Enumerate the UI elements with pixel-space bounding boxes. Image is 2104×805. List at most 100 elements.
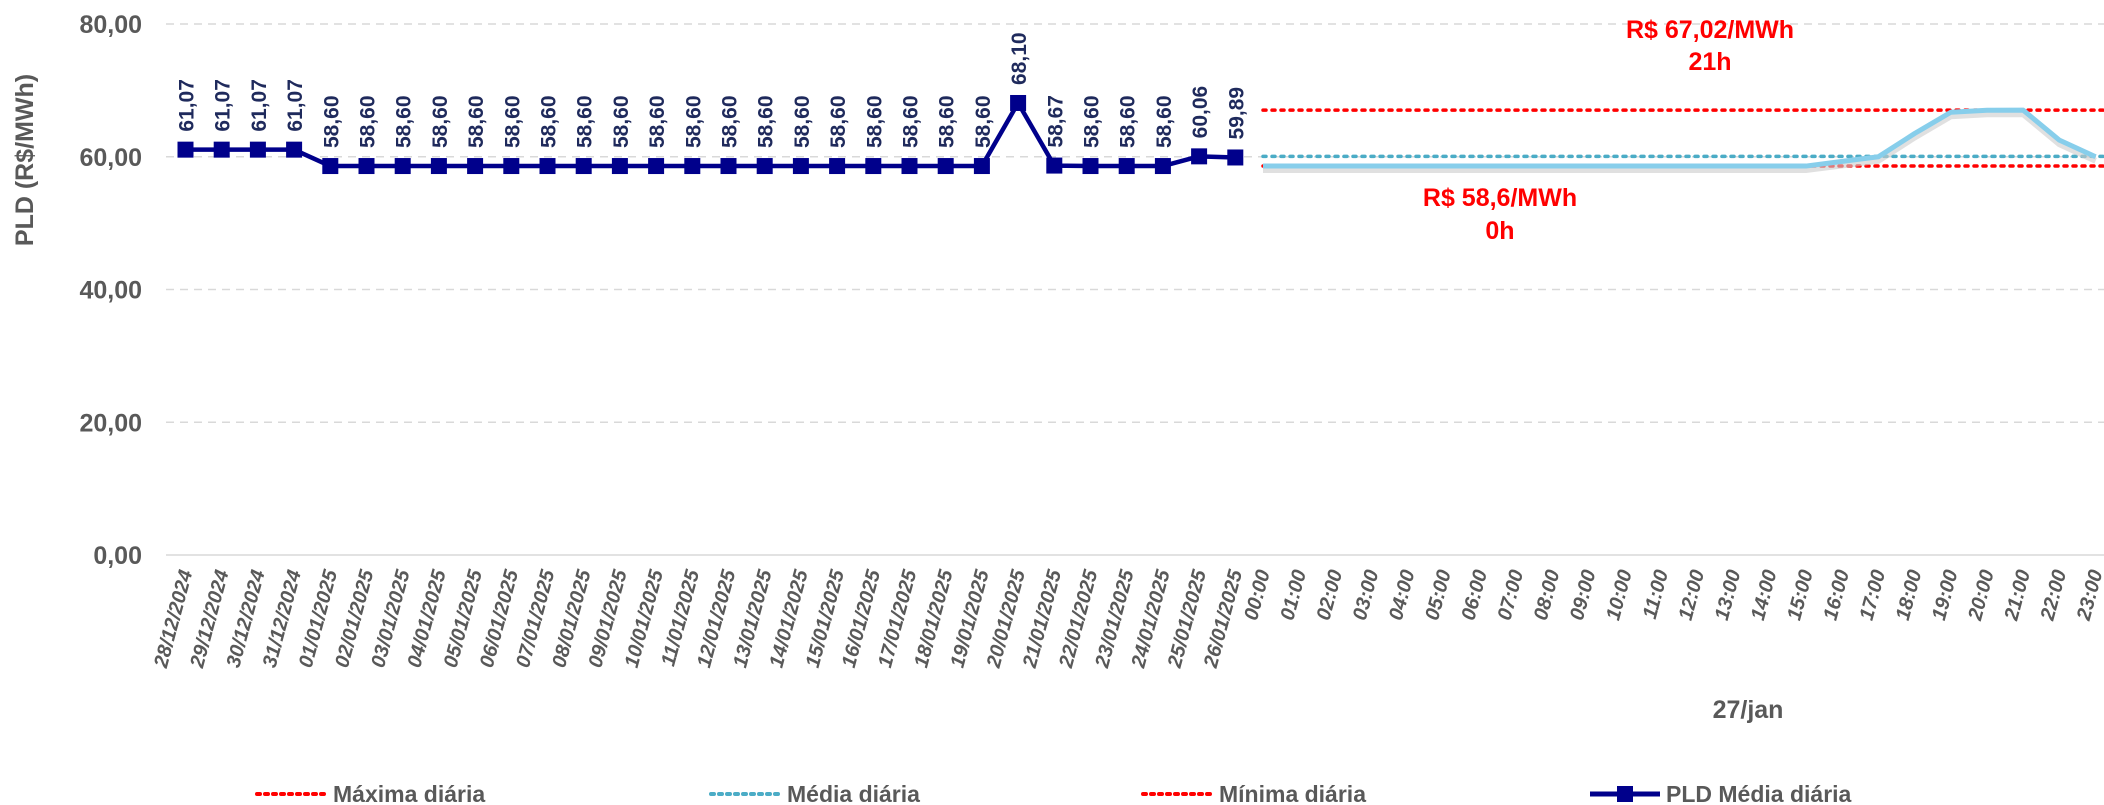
daily-data-label: 58,60 xyxy=(538,95,561,148)
daily-marker xyxy=(1046,157,1063,174)
x-tick-label: 15:00 xyxy=(1783,568,1817,623)
daily-data-label: 58,60 xyxy=(791,95,814,148)
daily-marker xyxy=(865,158,882,175)
y-tick-label: 40,00 xyxy=(79,277,142,305)
daily-marker xyxy=(792,158,809,175)
daily-data-label: 61,07 xyxy=(248,79,271,132)
y-axis-title: PLD (R$/MWh) xyxy=(11,74,39,246)
daily-marker xyxy=(684,158,701,175)
max-annotation-value: R$ 67,02/MWh xyxy=(1626,16,1794,44)
x-tick-label: 21:00 xyxy=(2000,568,2035,624)
hourly-series xyxy=(1262,107,2097,174)
y-axis: 0,00 20,00 40,00 60,00 80,00 xyxy=(79,11,142,570)
daily-data-labels: 61,07 61,07 61,07 61,07 58,60 58,60 58,60 58,60… xyxy=(176,32,1249,148)
daily-series xyxy=(177,94,1244,175)
daily-marker xyxy=(1191,148,1208,165)
daily-marker xyxy=(213,141,230,158)
daily-marker xyxy=(756,158,773,175)
max-annotation-hour: 21h xyxy=(1688,48,1731,76)
daily-marker xyxy=(249,141,266,158)
y-tick-label: 20,00 xyxy=(79,409,142,437)
x-tick-label: 08:00 xyxy=(1530,568,1564,623)
min-annotation-value: R$ 58,6/MWh xyxy=(1423,184,1577,212)
hourly-line xyxy=(1263,107,2097,169)
legend-label-min: Mínima diária xyxy=(1219,781,1366,805)
daily-data-label: 58,60 xyxy=(755,95,778,148)
daily-data-label: 58,60 xyxy=(900,95,923,148)
hourly-line-shadow xyxy=(1263,111,2097,174)
daily-marker xyxy=(1154,158,1171,175)
daily-data-label: 60,06 xyxy=(1189,86,1212,139)
daily-marker xyxy=(720,158,737,175)
daily-marker xyxy=(973,158,990,175)
legend: Máxima diária Média diária Mínima diária… xyxy=(255,781,1852,805)
x-tick-label: 12:00 xyxy=(1675,568,1709,623)
daily-data-label: 58,60 xyxy=(682,95,705,148)
daily-marker xyxy=(358,158,375,175)
daily-marker xyxy=(322,158,339,175)
legend-item-min: Mínima diária xyxy=(1141,781,1366,805)
legend-item-mean: Média diária xyxy=(709,781,920,805)
daily-data-label: 58,60 xyxy=(465,95,488,148)
daily-marker xyxy=(394,158,411,175)
daily-data-label: 58,60 xyxy=(936,95,959,148)
daily-data-label: 58,60 xyxy=(393,95,416,148)
daily-data-label: 58,60 xyxy=(646,95,669,148)
x-tick-label: 10:00 xyxy=(1602,568,1636,623)
y-tick-label: 80,00 xyxy=(79,11,142,39)
x-tick-label: 19:00 xyxy=(1928,568,1962,623)
daily-data-label: 58,60 xyxy=(574,95,597,148)
x-tick-label: 16:00 xyxy=(1820,568,1854,623)
x-tick-label: 22:00 xyxy=(2036,568,2071,624)
reference-lines xyxy=(1261,108,2104,168)
x-tick-label: 20:00 xyxy=(1964,568,1999,624)
daily-data-label: 61,07 xyxy=(176,79,199,132)
daily-data-label: 58,60 xyxy=(719,95,742,148)
legend-label-daily: PLD Média diária xyxy=(1666,781,1852,805)
daily-marker xyxy=(1227,149,1244,166)
x-tick-label: 04:00 xyxy=(1385,568,1419,623)
daily-data-label: 68,10 xyxy=(1008,32,1031,85)
daily-marker xyxy=(1118,158,1135,175)
y-tick-label: 0,00 xyxy=(93,542,142,570)
legend-label-mean: Média diária xyxy=(787,781,920,805)
legend-item-daily: PLD Média diária xyxy=(1590,781,1852,805)
daily-data-label: 58,60 xyxy=(1153,95,1176,148)
x-tick-label: 05:00 xyxy=(1421,568,1455,623)
x-tick-label: 18:00 xyxy=(1892,568,1926,623)
daily-marker xyxy=(467,158,484,175)
x-tick-label: 07:00 xyxy=(1494,568,1528,623)
daily-marker xyxy=(177,141,194,158)
daily-marker xyxy=(829,158,846,175)
min-annotation-hour: 0h xyxy=(1485,217,1514,245)
x-tick-label: 06:00 xyxy=(1458,568,1492,623)
daily-data-label: 59,89 xyxy=(1225,87,1248,140)
grid-lines xyxy=(166,23,2104,423)
daily-data-label: 58,60 xyxy=(610,95,633,148)
x-tick-label: 11:00 xyxy=(1639,568,1673,622)
hourly-day-label: 27/jan xyxy=(1713,696,1784,724)
daily-marker xyxy=(611,158,628,175)
x-axis-tick-labels: 28/12/202429/12/202430/12/202431/12/2024… xyxy=(150,567,2104,671)
daily-data-label: 61,07 xyxy=(284,79,307,132)
daily-marker xyxy=(648,158,665,175)
daily-marker xyxy=(901,158,918,175)
x-tick-label: 03:00 xyxy=(1349,568,1383,623)
daily-data-label: 58,60 xyxy=(357,95,380,148)
legend-label-max: Máxima diária xyxy=(333,781,485,805)
daily-data-label: 58,60 xyxy=(429,95,452,148)
daily-marker xyxy=(539,158,556,175)
legend-item-max: Máxima diária xyxy=(255,781,485,805)
daily-data-label: 58,60 xyxy=(320,95,343,148)
x-tick-label: 09:00 xyxy=(1566,568,1600,623)
daily-data-label: 58,60 xyxy=(972,95,995,148)
daily-marker xyxy=(503,158,520,175)
daily-marker xyxy=(575,158,592,175)
daily-data-label: 58,60 xyxy=(863,95,886,148)
daily-data-label: 58,60 xyxy=(1081,95,1104,148)
daily-data-label: 58,67 xyxy=(1044,95,1067,148)
daily-data-label: 58,60 xyxy=(827,95,850,148)
x-tick-label: 01:00 xyxy=(1277,568,1311,623)
daily-marker xyxy=(286,141,303,158)
